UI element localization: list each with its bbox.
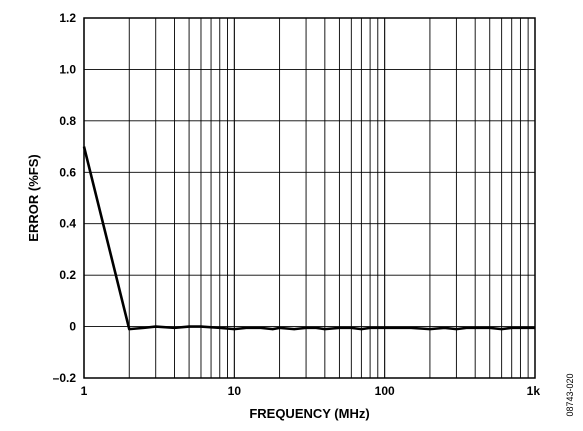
y-tick-label-2: 0.8 [59, 114, 76, 128]
x-tick-label-0: 1 [81, 384, 88, 398]
x-tick-label-2: 100 [375, 384, 395, 398]
x-tick-label-3: 1k [527, 384, 541, 398]
figure-id-label: 08743-020 [565, 373, 575, 416]
y-tick-label-3: 0.6 [59, 165, 76, 179]
y-axis-ticks: 1.2 1.0 0.8 0.6 0.4 0.2 0 –0.2 [53, 11, 77, 385]
x-axis-ticks: 1 10 100 1k [81, 384, 541, 398]
series-lines [82, 146, 535, 331]
y-axis-label: ERROR (%FS) [26, 154, 41, 241]
y-tick-label-4: 0.4 [59, 217, 76, 231]
x-tick-label-1: 10 [228, 384, 242, 398]
y-tick-label-0: 1.2 [59, 11, 76, 25]
x-axis-label: FREQUENCY (MHz) [249, 406, 369, 421]
grid-lines [83, 17, 535, 379]
y-tick-label-1: 1.0 [59, 62, 76, 76]
y-tick-label-6: 0 [69, 320, 76, 334]
y-tick-label-7: –0.2 [53, 371, 77, 385]
series-line-0 [82, 146, 535, 331]
plot-frame [83, 17, 536, 379]
y-tick-label-5: 0.2 [59, 268, 76, 282]
